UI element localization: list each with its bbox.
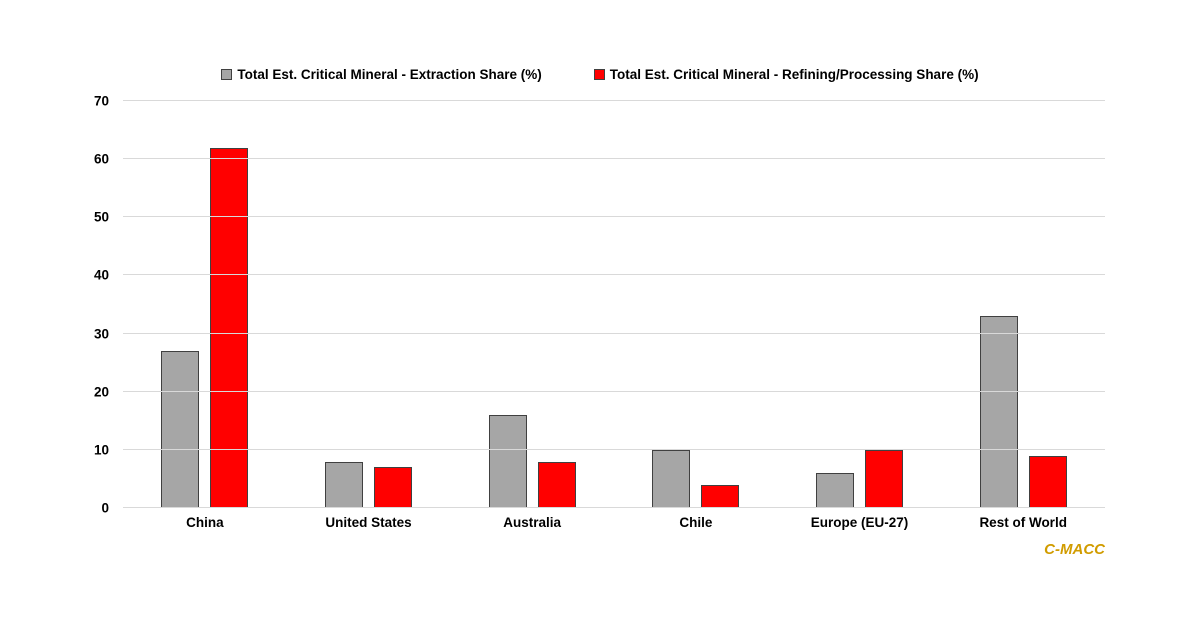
gridline-60: [123, 158, 1105, 160]
x-axis-labels: China United States Australia Chile Europe (…: [123, 515, 1105, 530]
bar-refining-europe-eu-27: [865, 449, 904, 508]
bar-extraction-australia: [488, 414, 527, 508]
gridline-20: [123, 390, 1105, 392]
x-axis-label-europe-eu-27: Europe (EU-27): [810, 515, 909, 530]
gridline-30: [123, 332, 1105, 334]
y-tick-label-50: 50: [93, 209, 109, 225]
bar-extraction-chile: [652, 449, 691, 508]
bar-refining-rest-of-world: [1028, 455, 1067, 508]
bar-group-chile: [614, 101, 778, 508]
bar-refining-united-states: [374, 467, 412, 508]
refining-series-swatch-icon: [593, 69, 605, 80]
extraction-series-swatch-icon: [221, 69, 233, 80]
bars-row: [123, 101, 1105, 508]
y-tick-label-30: 30: [93, 325, 109, 341]
y-tick-label-20: 20: [93, 383, 109, 399]
chart-legend: Total Est. Critical Mineral - Extraction…: [0, 67, 1200, 82]
gridline-0: [123, 507, 1105, 508]
bar-group-europe-eu-27: [778, 101, 942, 508]
bar-group-china: [123, 101, 287, 508]
y-tick-label-10: 10: [93, 442, 109, 458]
legend-item-refining: Total Est. Critical Mineral - Refining/P…: [593, 67, 979, 82]
y-tick-label-60: 60: [93, 151, 109, 167]
bar-refining-china: [210, 147, 249, 508]
watermark: C-MACC: [1044, 541, 1105, 558]
bar-refining-chile: [701, 484, 740, 508]
gridline-40: [123, 274, 1105, 276]
x-axis-label-australia: Australia: [503, 515, 562, 530]
x-axis-label-chile: Chile: [679, 515, 713, 530]
bar-extraction-europe-eu-27: [816, 473, 855, 508]
gridline-10: [123, 448, 1105, 450]
gridline-50: [123, 216, 1105, 218]
plot-area: 0 10 20 30 40 50 60 70: [94, 94, 1105, 514]
x-axis-label-rest-of-world: Rest of World: [979, 515, 1067, 530]
x-axis-label-china: China: [186, 515, 224, 530]
bar-group-united-states: [287, 101, 451, 508]
bar-refining-australia: [537, 461, 576, 508]
bar-group-rest-of-world: [941, 101, 1105, 508]
bar-extraction-rest-of-world: [979, 316, 1018, 508]
y-tick-label-0: 0: [101, 500, 109, 516]
y-tick-label-70: 70: [93, 93, 109, 109]
legend-label-refining: Total Est. Critical Mineral - Refining/P…: [609, 67, 979, 82]
bar-extraction-china: [161, 351, 200, 508]
legend-label-extraction: Total Est. Critical Mineral - Extraction…: [237, 67, 542, 82]
bar-extraction-united-states: [325, 461, 363, 508]
x-axis-label-united-states: United States: [325, 515, 412, 530]
legend-item-extraction: Total Est. Critical Mineral - Extraction…: [221, 67, 542, 82]
gridline-70: [123, 100, 1105, 101]
bar-group-australia: [450, 101, 614, 508]
y-tick-label-40: 40: [93, 267, 109, 283]
